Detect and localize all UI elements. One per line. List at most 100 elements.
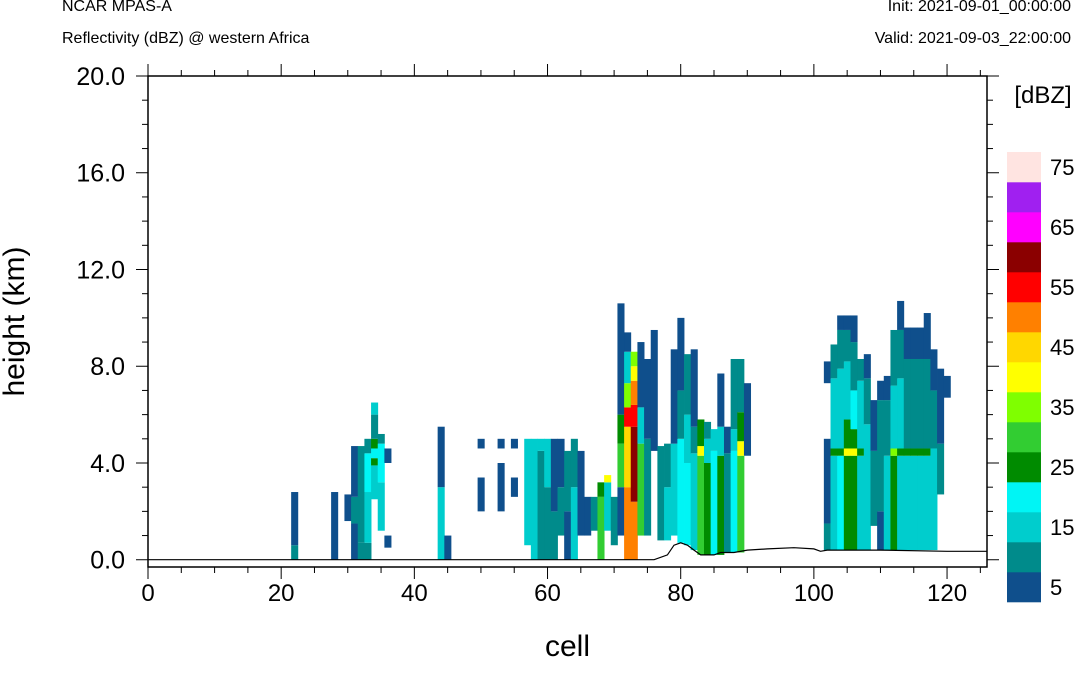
reflectivity-cell <box>850 455 858 551</box>
x-tick-labels: 0 20 40 60 80 100 120 <box>141 580 967 607</box>
reflectivity-cell <box>710 450 718 555</box>
reflectivity-cell <box>624 407 632 427</box>
reflectivity-cell <box>630 404 638 427</box>
reflectivity-cell <box>704 438 712 463</box>
x-tick-label: 0 <box>141 580 154 607</box>
reflectivity-cell <box>923 313 931 359</box>
reflectivity-cell <box>850 342 858 391</box>
reflectivity-cell <box>843 419 851 449</box>
reflectivity-cell <box>723 426 732 454</box>
reflectivity-cell <box>670 349 678 444</box>
colorbar-swatch <box>1007 152 1041 183</box>
reflectivity-cell <box>843 455 851 551</box>
reflectivity-cell <box>497 438 505 449</box>
y-tick-label: 4.0 <box>90 450 125 478</box>
reflectivity-cell <box>737 455 745 553</box>
reflectivity-cell <box>617 443 625 488</box>
reflectivity-cell <box>837 455 845 551</box>
reflectivity-cell <box>877 400 885 512</box>
reflectivity-cell <box>737 358 745 413</box>
reflectivity-cell <box>664 487 672 541</box>
reflectivity-cell <box>850 390 858 430</box>
y-tick-label: 16.0 <box>76 160 125 188</box>
colorbar-swatch <box>1007 182 1041 213</box>
reflectivity-cell <box>291 492 299 546</box>
reflectivity-cell <box>617 303 625 415</box>
reflectivity-cell <box>617 487 625 536</box>
reflectivity-cell <box>604 482 612 531</box>
reflectivity-cell <box>644 438 652 536</box>
colorbar-labels: 5 15 25 35 45 55 65 75 <box>1050 155 1074 600</box>
reflectivity-cell <box>917 448 925 456</box>
reflectivity-cell <box>510 477 518 497</box>
reflectivity-cell <box>830 455 838 551</box>
x-tick-label: 80 <box>667 580 694 607</box>
reflectivity-cell <box>550 511 558 560</box>
reflectivity-cell <box>843 361 851 420</box>
reflectivity-cell <box>624 426 632 488</box>
reflectivity-cell <box>857 358 865 381</box>
reflectivity-cell <box>850 429 858 449</box>
colorbar-swatch <box>1007 272 1041 303</box>
reflectivity-cell <box>877 380 885 401</box>
colorbar-label: 15 <box>1050 515 1074 540</box>
reflectivity-cell <box>917 455 925 551</box>
colorbar-swatch <box>1007 332 1041 363</box>
reflectivity-cell <box>637 407 645 444</box>
y-tick-label: 20.0 <box>76 63 125 91</box>
reflectivity-cell <box>737 412 745 442</box>
reflectivity-cell <box>637 443 645 536</box>
reflectivity-cell <box>903 448 911 456</box>
reflectivity-cell <box>371 465 379 500</box>
reflectivity-cell <box>371 438 379 449</box>
reflectivity-cell <box>537 438 545 451</box>
reflectivity-cell <box>377 482 385 531</box>
model-title: NCAR MPAS-A <box>62 0 172 15</box>
reflectivity-cell <box>530 438 538 560</box>
axis-ticks <box>136 64 999 579</box>
reflectivity-cells <box>291 300 951 560</box>
reflectivity-cell <box>371 458 379 466</box>
reflectivity-cell <box>850 448 858 456</box>
reflectivity-cell <box>930 349 938 391</box>
reflectivity-cell <box>830 344 838 379</box>
reflectivity-cell <box>737 441 745 456</box>
reflectivity-cell <box>437 426 445 488</box>
reflectivity-cell <box>364 453 372 493</box>
reflectivity-cell <box>364 492 372 543</box>
reflectivity-cell <box>863 424 871 551</box>
reflectivity-cell <box>684 463 692 546</box>
reflectivity-cell <box>837 368 845 449</box>
reflectivity-cell <box>437 487 445 560</box>
reflectivity-cell <box>444 535 452 560</box>
reflectivity-cell <box>364 542 372 560</box>
reflectivity-cell <box>570 438 578 488</box>
reflectivity-cell <box>890 455 898 551</box>
reflectivity-cell <box>564 511 572 560</box>
colorbar-swatch <box>1007 362 1041 393</box>
y-axis-label: height (km) <box>0 246 31 396</box>
reflectivity-cell <box>843 329 851 362</box>
reflectivity-cell <box>384 448 392 463</box>
reflectivity-cell <box>850 315 858 343</box>
reflectivity-cell <box>610 496 618 546</box>
reflectivity-cell <box>883 400 891 456</box>
reflectivity-cell <box>730 429 738 451</box>
reflectivity-cell <box>697 419 705 447</box>
reflectivity-cell <box>684 354 692 415</box>
terrain-line <box>148 542 987 561</box>
x-tick-label: 60 <box>534 580 561 607</box>
reflectivity-cell <box>937 368 945 444</box>
reflectivity-cell <box>630 366 638 381</box>
reflectivity-cell <box>863 354 871 379</box>
colorbar-unit: [dBZ] <box>1014 82 1071 109</box>
reflectivity-cell <box>564 450 572 512</box>
y-tick-labels: 0.0 4.0 8.0 12.0 16.0 20.0 <box>76 63 125 575</box>
reflectivity-cell <box>371 402 379 415</box>
terrain-profile <box>148 542 987 561</box>
reflectivity-cell <box>877 511 885 551</box>
reflectivity-cell <box>743 383 752 456</box>
colorbar-swatch <box>1007 392 1041 423</box>
reflectivity-cell <box>930 448 938 551</box>
